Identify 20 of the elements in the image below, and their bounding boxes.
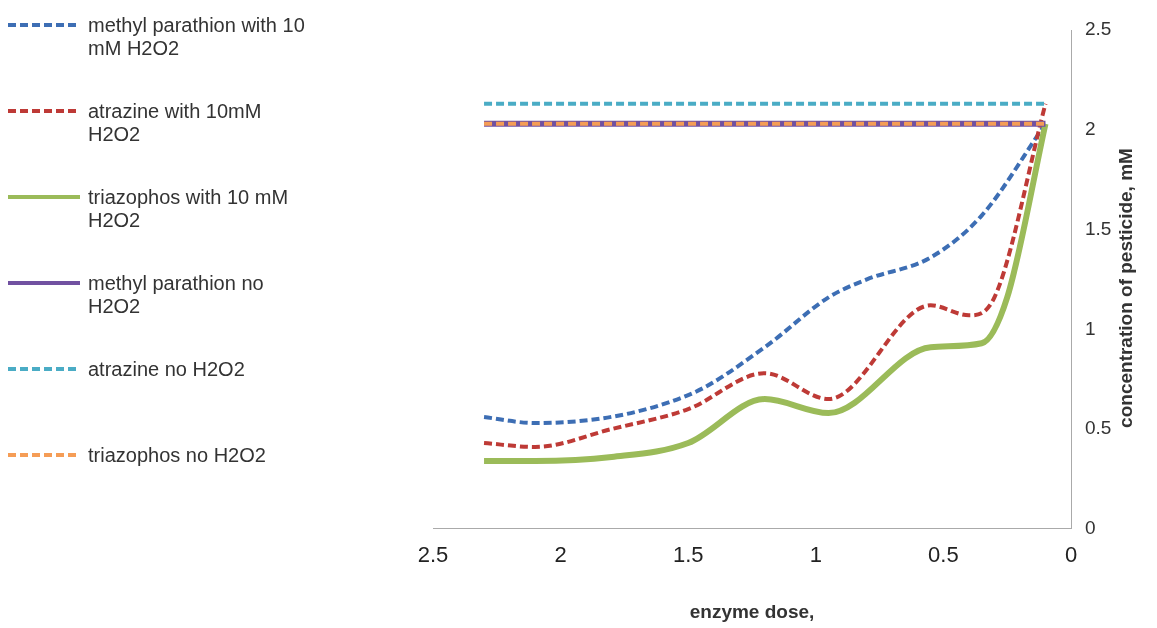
x-tick-label: 0.5	[928, 542, 959, 568]
legend-label: atrazine no H2O2	[88, 358, 245, 381]
x-axis-title: enzyme dose,	[689, 600, 815, 622]
y-tick-label: 1.5	[1085, 217, 1112, 239]
legend-label: methyl parathion no H2O2	[88, 272, 265, 318]
y-tick-label: 2.5	[1085, 18, 1112, 40]
legend-label: triazophos no H2O2	[88, 444, 266, 467]
y-tick-label: 2	[1085, 117, 1096, 139]
y-tick-label: 1	[1085, 317, 1096, 339]
y-tick-label: 0	[1085, 517, 1096, 539]
legend-label: methyl parathion with 10 mM H2O2	[88, 14, 306, 60]
x-tick-label: 2	[554, 542, 567, 568]
y-axis-title: concentration of pesticide, mM	[1115, 148, 1137, 428]
x-tick-label: 0	[1064, 542, 1078, 568]
x-tick-label: 1.5	[672, 542, 704, 568]
x-tick-label: 1	[809, 542, 822, 568]
x-tick-label: 2.5	[417, 542, 449, 568]
legend-label: triazophos with 10 mM H2O2	[88, 186, 290, 232]
legend-label: atrazine with 10mM H2O2	[88, 100, 263, 146]
y-tick-label: 0.5	[1085, 417, 1112, 439]
